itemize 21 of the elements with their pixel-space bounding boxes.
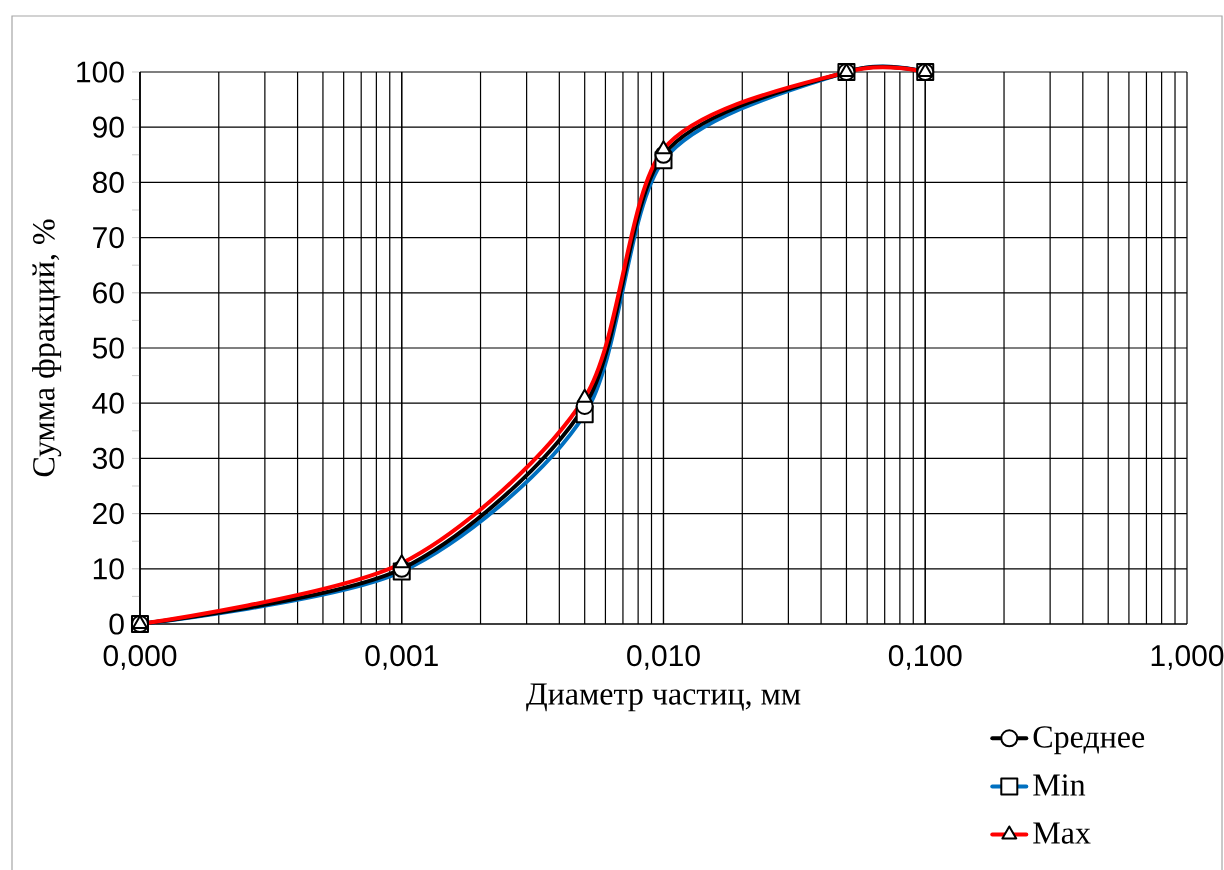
legend-label: Min — [1033, 774, 1086, 796]
x-tick-label: 0,010 — [627, 645, 700, 670]
y-axis-title: Сумма фракций, % — [32, 219, 62, 477]
legend-label: Max — [1033, 822, 1091, 844]
x-tick-label: 0,100 — [888, 645, 962, 670]
y-tick-label: 40 — [92, 392, 124, 414]
x-axis-title: Диаметр частиц, мм — [526, 683, 801, 712]
x-tick-label: 0,001 — [365, 645, 438, 670]
x-tick-label: 1,000 — [1151, 645, 1224, 670]
y-tick-label: 80 — [92, 171, 124, 194]
legend-label: Среднее — [1033, 726, 1145, 755]
y-tick-label: 70 — [93, 226, 124, 249]
y-tick-label: 0 — [109, 613, 124, 635]
y-tick-label: 60 — [93, 282, 124, 304]
x-tick-label: 0,000 — [103, 645, 177, 670]
y-tick-label: 20 — [93, 502, 124, 525]
y-tick-label: 100 — [77, 61, 124, 83]
y-tick-label: 50 — [92, 337, 124, 359]
y-tick-label: 90 — [93, 116, 124, 138]
y-tick-label: 30 — [92, 447, 124, 470]
y-tick-label: 10 — [93, 558, 124, 580]
